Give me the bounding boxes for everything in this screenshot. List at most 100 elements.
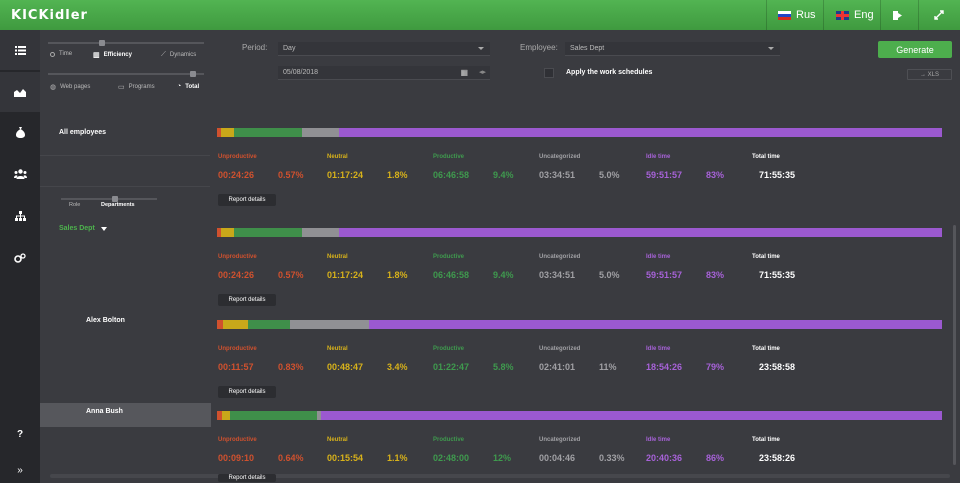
export-xls-button[interactable]: → XLS bbox=[907, 69, 952, 80]
sidebar-item-list[interactable] bbox=[0, 30, 40, 70]
unproductive-label: Unproductive bbox=[218, 437, 257, 443]
bar-segment-idle bbox=[338, 128, 942, 137]
bar-segment-productive bbox=[234, 128, 303, 137]
view-option-efficiency[interactable]: ▥ Efficiency bbox=[93, 51, 132, 59]
grouping-option-departments[interactable]: Departments bbox=[101, 202, 135, 208]
uncategorized-time: 00:04:46 bbox=[539, 453, 576, 463]
uncategorized-percent: 0.33% bbox=[599, 453, 625, 463]
neutral-percent: 1.1% bbox=[387, 453, 408, 463]
bar-segment-unproductive bbox=[217, 320, 224, 329]
grouping-option-role[interactable]: Role bbox=[69, 202, 81, 208]
unproductive-label: Unproductive bbox=[218, 154, 257, 160]
idle-percent: 86% bbox=[706, 453, 725, 463]
triangle-down-icon bbox=[100, 226, 107, 231]
employee-label: Employee: bbox=[520, 43, 558, 52]
dept-toggle[interactable]: Sales Dept bbox=[59, 225, 107, 232]
help-icon[interactable]: ? bbox=[16, 428, 24, 440]
productive-label: Productive bbox=[433, 254, 465, 260]
divider bbox=[40, 155, 210, 156]
view-option-dynamics[interactable]: ⟋ Dynamics bbox=[161, 51, 196, 59]
sidebar-item-finance[interactable] bbox=[0, 112, 40, 152]
bar-segment-unproductive bbox=[217, 128, 222, 137]
fullscreen-button[interactable] bbox=[934, 0, 944, 30]
chevron-down-icon bbox=[768, 47, 774, 50]
date-nav-arrows-icon[interactable]: ◂▸ bbox=[478, 69, 486, 76]
report-details-button[interactable]: Report details bbox=[218, 294, 276, 306]
unproductive-time: 00:11:57 bbox=[218, 362, 254, 372]
idle-label: Idle time bbox=[646, 437, 671, 443]
gears-icon bbox=[14, 252, 26, 263]
sidebar-item-reports[interactable] bbox=[0, 72, 40, 112]
view-slider-handle[interactable] bbox=[99, 40, 105, 46]
total-label: Total time bbox=[752, 154, 780, 160]
top-bar: KICKidler Rus Eng bbox=[0, 0, 960, 30]
view-option-time[interactable]: Time bbox=[50, 51, 72, 57]
logout-icon bbox=[893, 10, 902, 20]
productive-percent: 9.4% bbox=[493, 270, 514, 280]
area-chart-icon bbox=[14, 88, 26, 97]
bar-segment-neutral bbox=[221, 128, 235, 137]
date-field[interactable]: 05/08/2018 ▦ ◂▸ bbox=[278, 66, 490, 80]
app-logo: KICKidler bbox=[11, 8, 88, 23]
activity-bar bbox=[217, 320, 942, 329]
row-name-all[interactable]: All employees bbox=[59, 129, 107, 136]
divider bbox=[823, 0, 824, 30]
work-schedules-label: Apply the work schedules bbox=[566, 69, 653, 76]
scope-option-programs[interactable]: ▭ Programs bbox=[118, 83, 155, 91]
language-en-button[interactable]: Eng bbox=[836, 0, 874, 30]
report-details-button[interactable]: Report details bbox=[218, 194, 276, 206]
bar-segment-neutral bbox=[221, 411, 230, 420]
expand-sidebar-icon[interactable]: » bbox=[17, 464, 23, 476]
vertical-scrollbar[interactable] bbox=[953, 225, 956, 465]
idle-percent: 79% bbox=[706, 362, 725, 372]
sidebar-item-users[interactable] bbox=[0, 154, 40, 194]
language-ru-button[interactable]: Rus bbox=[778, 0, 816, 30]
period-select[interactable]: Day bbox=[278, 42, 490, 56]
logout-button[interactable] bbox=[893, 0, 903, 30]
globe-icon: ◍ bbox=[50, 84, 57, 91]
total-time: 71:55:35 bbox=[759, 170, 796, 180]
sidebar: ? » bbox=[0, 30, 40, 483]
scope-slider-handle[interactable] bbox=[190, 71, 196, 77]
russia-flag-icon bbox=[778, 10, 791, 20]
report-details-button-partial[interactable]: Report details bbox=[218, 474, 276, 482]
window-icon: ▭ bbox=[118, 84, 125, 91]
bar-segment-unproductive bbox=[217, 228, 222, 237]
total-label: Total time bbox=[752, 254, 780, 260]
productive-time: 06:46:58 bbox=[433, 170, 470, 180]
employee-select[interactable]: Sales Dept bbox=[565, 42, 780, 56]
bar-segment-productive bbox=[234, 228, 303, 237]
view-slider-track[interactable] bbox=[48, 42, 204, 44]
bar-segment-uncategorized bbox=[289, 320, 370, 329]
scope-slider-track[interactable] bbox=[48, 73, 204, 75]
row-name-employee[interactable]: Anna Bush bbox=[86, 408, 123, 415]
neutral-time: 01:17:24 bbox=[327, 270, 364, 280]
sidebar-item-structure[interactable] bbox=[0, 196, 40, 236]
uncategorized-label: Uncategorized bbox=[539, 437, 581, 443]
work-schedules-checkbox[interactable] bbox=[544, 68, 554, 78]
scope-option-web[interactable]: ◍ Web pages bbox=[50, 83, 90, 91]
divider bbox=[40, 186, 210, 187]
view-option-label: Dynamics bbox=[169, 52, 197, 58]
scope-option-total[interactable]: ◔ Total bbox=[177, 83, 199, 90]
language-ru-label: Rus bbox=[796, 9, 816, 21]
grouping-slider-handle[interactable] bbox=[112, 196, 118, 202]
hierarchy-icon bbox=[14, 211, 26, 221]
generate-button[interactable]: Generate bbox=[878, 41, 952, 58]
bar-segment-idle bbox=[320, 411, 942, 420]
sidebar-item-settings[interactable] bbox=[0, 238, 40, 278]
grouping-slider-track[interactable] bbox=[61, 198, 157, 200]
idle-time: 59:51:57 bbox=[646, 170, 683, 180]
bar-segment-productive bbox=[247, 320, 290, 329]
productive-percent: 12% bbox=[493, 453, 512, 463]
divider bbox=[880, 0, 881, 30]
neutral-time: 00:48:47 bbox=[327, 362, 364, 372]
horizontal-scrollbar[interactable] bbox=[50, 474, 950, 478]
idle-label: Idle time bbox=[646, 154, 671, 160]
unproductive-percent: 0.64% bbox=[278, 453, 304, 463]
total-time: 23:58:26 bbox=[759, 453, 796, 463]
productive-percent: 5.8% bbox=[493, 362, 514, 372]
report-details-button[interactable]: Report details bbox=[218, 386, 276, 398]
row-name-employee[interactable]: Alex Bolton bbox=[86, 317, 125, 324]
employee-value: Sales Dept bbox=[570, 45, 605, 52]
